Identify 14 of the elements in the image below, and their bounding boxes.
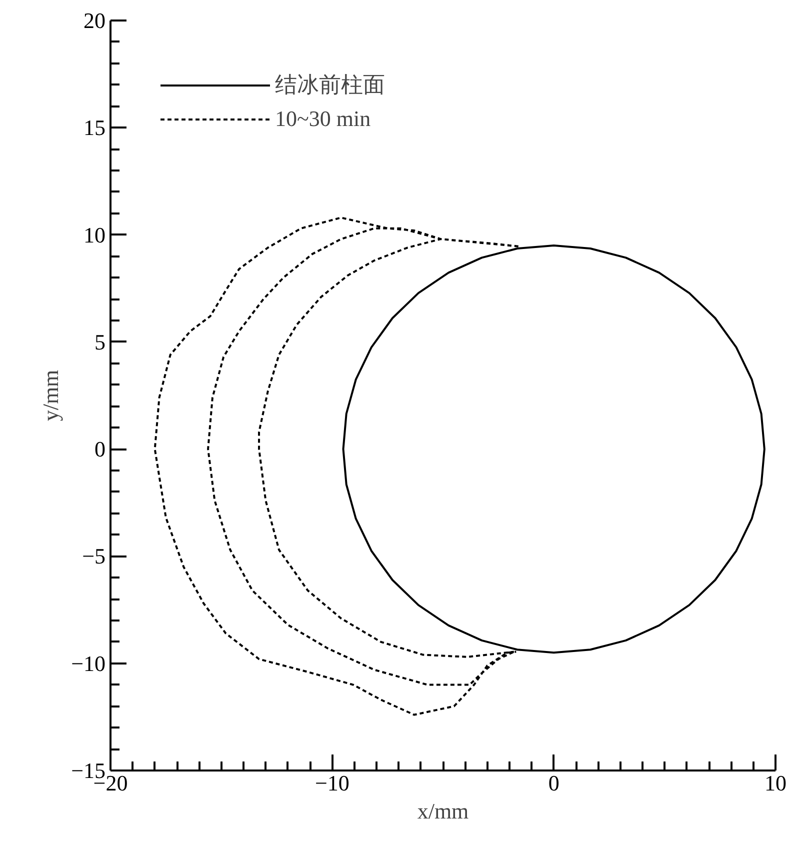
y-tick-label: 5 [94, 329, 106, 354]
y-tick-label: 20 [84, 8, 106, 33]
x-tick-label: 0 [548, 770, 560, 796]
y-tick-label: 10 [84, 222, 106, 248]
y-tick-label: −5 [82, 544, 106, 569]
legend-label: 结冰前柱面 [275, 71, 385, 99]
legend-label: 10~30 min [275, 106, 371, 132]
x-tick-label: −10 [314, 770, 350, 796]
y-axis-title: y/mm [38, 370, 64, 422]
y-tick-label: 0 [94, 436, 106, 462]
x-axis-title: x/mm [417, 798, 469, 824]
y-tick-label: 15 [84, 115, 106, 140]
y-tick-label: −10 [71, 650, 106, 676]
x-tick-label: 10 [764, 770, 786, 796]
